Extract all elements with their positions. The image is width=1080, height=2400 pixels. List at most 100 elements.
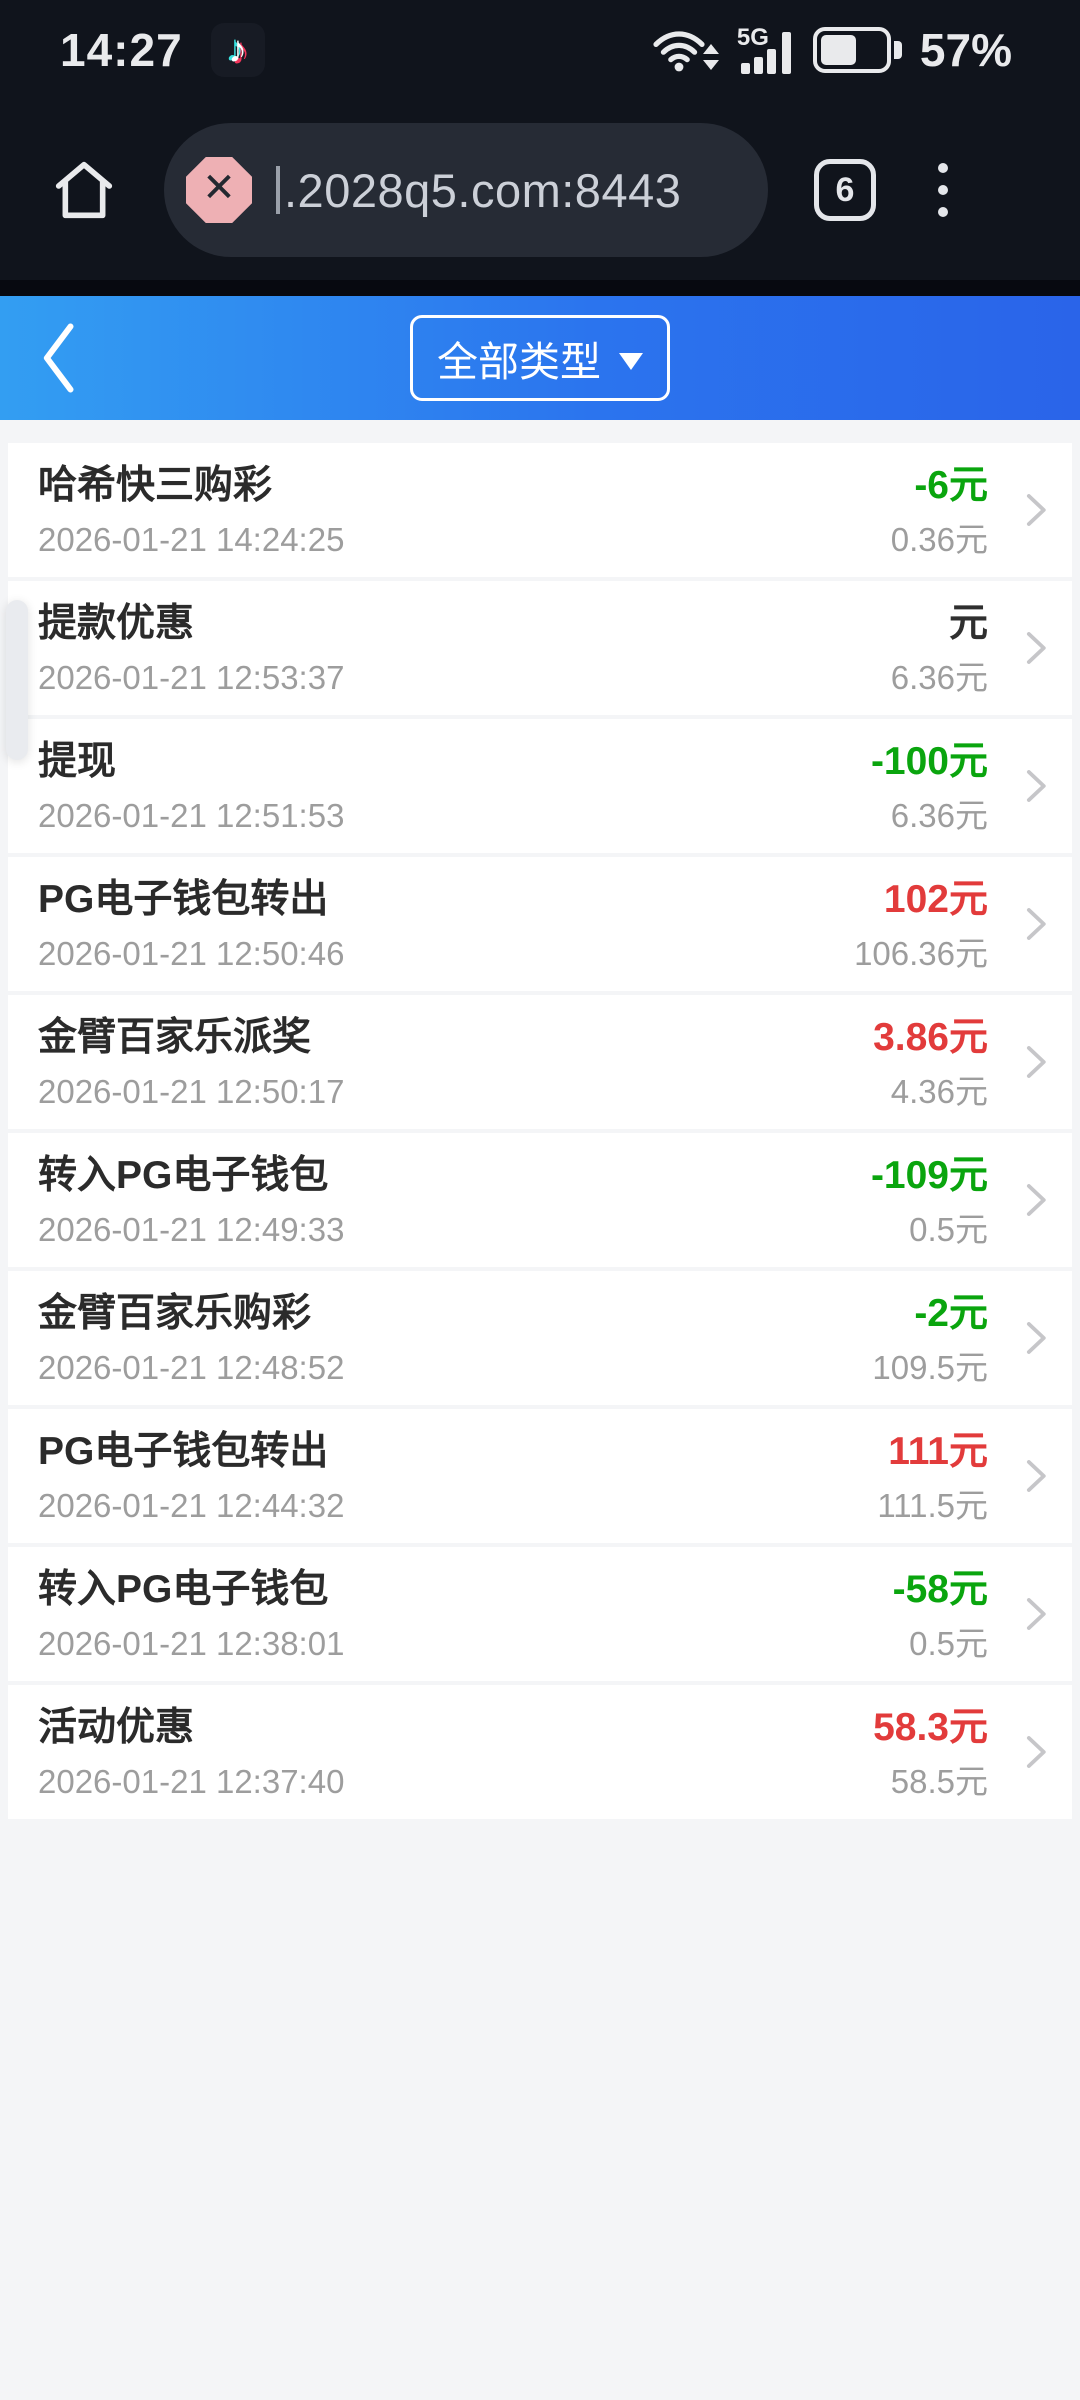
chevron-right-icon [1026,1598,1046,1630]
transaction-amount: -58元 [892,1568,988,1611]
transaction-row-left: PG电子钱包转出 2026-01-21 12:50:46 [38,877,344,991]
transaction-row[interactable]: 金臂百家乐派奖 2026-01-21 12:50:17 3.86元 4.36元 [8,995,1072,1129]
wifi-icon [651,26,719,74]
transaction-title: 金臂百家乐派奖 [38,1016,312,1059]
transaction-datetime: 2026-01-21 12:38:01 [38,1625,345,1662]
transaction-row[interactable]: 活动优惠 2026-01-21 12:37:40 58.3元 58.5元 [8,1685,1072,1819]
menu-button[interactable] [938,163,948,217]
filter-header: 全部类型 [0,296,1080,420]
transaction-balance: 4.36元 [890,1073,988,1110]
transaction-balance: 6.36元 [890,797,988,834]
transaction-title: 金臂百家乐购彩 [38,1292,312,1335]
data-transfer-arrows-icon [702,44,719,70]
transaction-row-right: -109元 0.5元 [871,1153,988,1267]
url-text: .2028q5.com:8443 [284,163,682,217]
transaction-row-left: 提现 2026-01-21 12:51:53 [38,739,344,853]
site-security-icon[interactable]: ✕ [186,157,252,223]
chevron-right-icon [1026,770,1046,802]
transaction-amount: -109元 [870,1154,988,1197]
browser-toolbar: ✕ .2028q5.com:8443 6 [0,100,1080,280]
transaction-datetime: 2026-01-21 12:44:32 [38,1487,345,1524]
transaction-datetime: 2026-01-21 12:48:52 [38,1349,345,1386]
chevron-right-icon [1026,632,1046,664]
caret-down-icon [619,352,643,370]
tab-switcher-button[interactable]: 6 [814,159,876,221]
text-cursor [276,166,280,214]
transaction-title: 转入PG电子钱包 [38,1154,329,1197]
chevron-right-icon [1026,908,1046,940]
transaction-amount: -6元 [914,464,988,507]
transaction-row-left: 哈希快三购彩 2026-01-21 14:24:25 [38,463,344,577]
transaction-row-left: 金臂百家乐购彩 2026-01-21 12:48:52 [38,1291,344,1405]
transaction-amount: -100元 [870,740,988,783]
transaction-row-left: 转入PG电子钱包 2026-01-21 12:38:01 [38,1567,344,1681]
transaction-datetime: 2026-01-21 12:50:46 [38,935,345,972]
transaction-balance: 0.5元 [909,1625,988,1662]
transaction-row[interactable]: 转入PG电子钱包 2026-01-21 12:38:01 -58元 0.5元 [8,1547,1072,1681]
transaction-row-right: 元 6.36元 [891,601,988,715]
chevron-right-icon [1026,1460,1046,1492]
transaction-amount: -2元 [914,1292,988,1335]
transaction-row-right: 111元 111.5元 [877,1429,988,1543]
chevron-right-icon [1026,494,1046,526]
back-button[interactable] [28,313,98,403]
transaction-balance: 58.5元 [890,1763,988,1800]
transaction-datetime: 2026-01-21 12:53:37 [38,659,345,696]
transaction-datetime: 2026-01-21 12:51:53 [38,797,345,834]
transaction-row[interactable]: PG电子钱包转出 2026-01-21 12:44:32 111元 111.5元 [8,1409,1072,1543]
scrollbar-thumb[interactable] [6,600,28,760]
transaction-row[interactable]: 提款优惠 2026-01-21 12:53:37 元 6.36元 [8,581,1072,715]
kebab-menu-icon [938,163,948,173]
transaction-amount: 元 [948,602,988,645]
network-type-label: 5G [736,24,769,51]
filter-label: 全部类型 [437,339,601,385]
transaction-row[interactable]: 哈希快三购彩 2026-01-21 14:24:25 -6元 0.36元 [8,443,1072,577]
transaction-row-right: 58.3元 58.5元 [873,1705,988,1819]
transaction-balance: 109.5元 [872,1349,988,1386]
chevron-right-icon [1026,1184,1046,1216]
transaction-title: 哈希快三购彩 [38,464,273,507]
filter-dropdown[interactable]: 全部类型 [410,315,670,401]
transaction-amount: 111元 [888,1430,988,1473]
transaction-row-right: -100元 6.36元 [871,739,988,853]
transaction-row-right: -6元 0.36元 [891,463,988,577]
transaction-row-left: 活动优惠 2026-01-21 12:37:40 [38,1705,344,1819]
transaction-balance: 0.36元 [890,521,988,558]
chevron-right-icon [1026,1322,1046,1354]
url-bar[interactable]: ✕ .2028q5.com:8443 [164,123,768,257]
transaction-row-left: 提款优惠 2026-01-21 12:53:37 [38,601,344,715]
transaction-balance: 111.5元 [877,1487,988,1524]
transaction-row[interactable]: PG电子钱包转出 2026-01-21 12:50:46 102元 106.36… [8,857,1072,991]
status-bar: 14:27 ♪ 5G [0,0,1080,100]
transaction-balance: 0.5元 [909,1211,988,1248]
transaction-amount: 58.3元 [873,1706,988,1749]
transaction-title: 提款优惠 [38,602,195,645]
transaction-title: 提现 [38,740,117,783]
transaction-row-left: 金臂百家乐派奖 2026-01-21 12:50:17 [38,1015,344,1129]
transaction-title: PG电子钱包转出 [38,1430,329,1473]
battery-percent: 57% [919,24,1012,76]
transaction-row-right: 3.86元 4.36元 [873,1015,988,1129]
transaction-datetime: 2026-01-21 12:49:33 [38,1211,345,1248]
transaction-title: 活动优惠 [38,1706,195,1749]
home-icon [55,161,113,219]
transaction-row[interactable]: 转入PG电子钱包 2026-01-21 12:49:33 -109元 0.5元 [8,1133,1072,1267]
status-bar-right: 5G 57% [651,26,1012,74]
tab-count: 6 [835,170,855,209]
transaction-row-right: -58元 0.5元 [893,1567,988,1681]
transaction-datetime: 2026-01-21 14:24:25 [38,521,345,558]
clock: 14:27 [60,24,183,76]
chevron-right-icon [1026,1736,1046,1768]
transaction-amount: 102元 [883,878,988,921]
transaction-row[interactable]: 金臂百家乐购彩 2026-01-21 12:48:52 -2元 109.5元 [8,1271,1072,1405]
transaction-row-left: PG电子钱包转出 2026-01-21 12:44:32 [38,1429,344,1543]
transaction-list: 哈希快三购彩 2026-01-21 14:24:25 -6元 0.36元 提款优… [8,443,1072,1819]
battery-icon [812,27,902,73]
home-button[interactable] [52,154,116,226]
tiktok-icon: ♪ [210,23,265,77]
transaction-datetime: 2026-01-21 12:37:40 [38,1763,345,1800]
transaction-row[interactable]: 提现 2026-01-21 12:51:53 -100元 6.36元 [8,719,1072,853]
chrome-divider [0,280,1080,296]
transaction-datetime: 2026-01-21 12:50:17 [38,1073,345,1110]
